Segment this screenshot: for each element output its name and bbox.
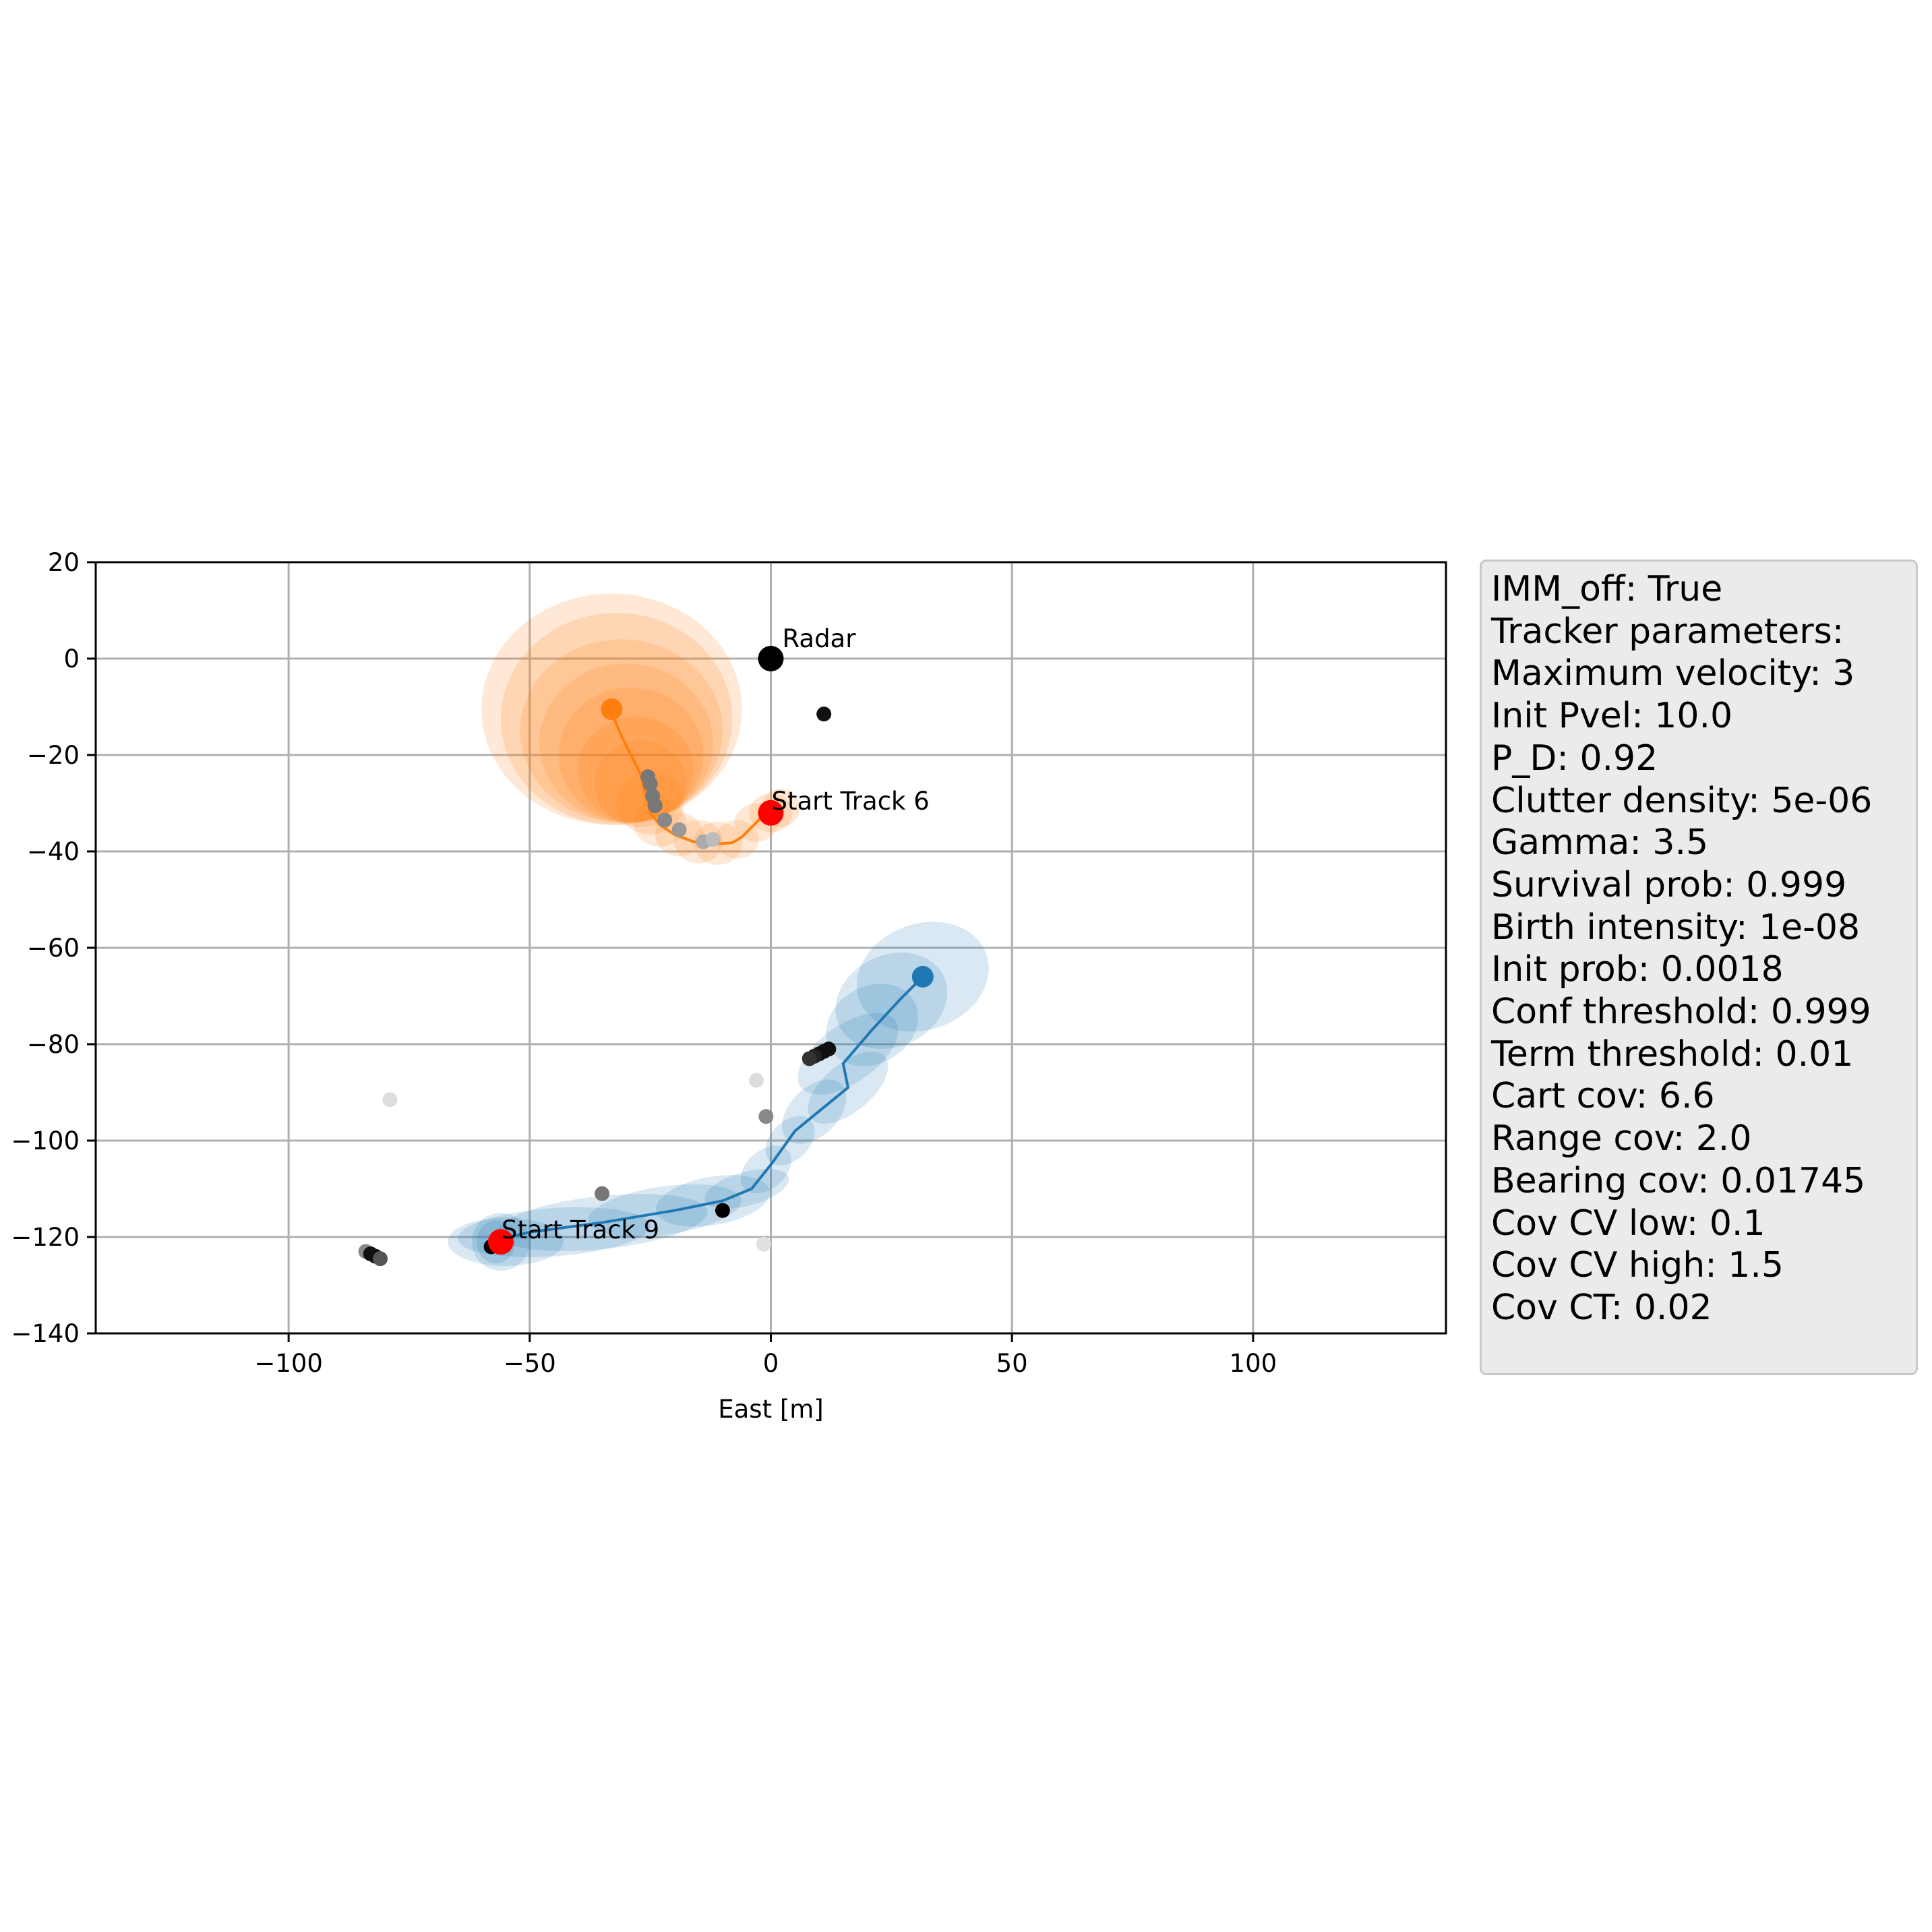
y-tick-label: 20 xyxy=(48,548,80,577)
parameter-line: Gamma: 3.5 xyxy=(1491,822,1709,864)
parameter-line: Term threshold: 0.01 xyxy=(1491,1033,1854,1075)
track-9-covariance-ellipse xyxy=(588,1184,742,1237)
y-tick-label: −20 xyxy=(27,741,80,770)
measurement-point xyxy=(595,1186,610,1201)
parameter-line: Clutter density: 5e-06 xyxy=(1491,780,1873,821)
measurement-point xyxy=(758,1109,774,1124)
grid-lines xyxy=(96,561,1446,1335)
y-tick-label: −80 xyxy=(27,1030,80,1059)
parameter-line: Init Pvel: 10.0 xyxy=(1491,696,1733,737)
y-tick-label: 0 xyxy=(63,644,80,673)
track-6-current-position xyxy=(601,698,623,721)
parameter-line: Cov CT: 0.02 xyxy=(1491,1287,1712,1328)
parameter-line: Bearing cov: 0.01745 xyxy=(1491,1160,1866,1201)
track-6-covariance-ellipse xyxy=(520,639,723,823)
measurements xyxy=(358,706,837,1267)
track-6-start-marker xyxy=(758,799,784,826)
measurement-point xyxy=(756,1236,771,1252)
parameters-legend: IMM_off: True Tracker parameters: Maximum … xyxy=(1480,560,1918,1375)
track-9-path xyxy=(491,975,924,1244)
radar-label: Radar xyxy=(783,624,857,653)
parameter-line: Cart cov: 6.6 xyxy=(1491,1076,1715,1117)
x-tick-label: 100 xyxy=(1230,1349,1277,1378)
axis-ticks: −100 −50 0 50 100 20 0 −20 −40 −60 −80 −100 −120 −140 xyxy=(11,548,1277,1378)
parameter-line: IMM_off: True xyxy=(1491,569,1723,609)
annotations: Start Track 6 Start Track 9 Radar xyxy=(502,624,930,1244)
y-tick-label: −100 xyxy=(11,1126,80,1155)
parameter-line: Range cov: 2.0 xyxy=(1491,1118,1752,1159)
x-tick-label: −50 xyxy=(504,1349,556,1378)
measurement-point xyxy=(671,822,687,837)
track-9-start-marker xyxy=(487,1229,514,1255)
parameter-line: P_D: 0.92 xyxy=(1491,737,1658,779)
radar-marker xyxy=(758,646,784,671)
x-tick-label: 0 xyxy=(763,1349,779,1378)
track-9-covariance-ellipse xyxy=(797,1013,899,1095)
track-9-current-position xyxy=(911,965,934,988)
track-6-path xyxy=(610,708,772,846)
measurement-point xyxy=(373,1251,388,1267)
parameter-line: Cov CV high: 1.5 xyxy=(1491,1245,1784,1286)
y-tick-label: −120 xyxy=(11,1223,80,1252)
measurement-point xyxy=(802,1051,817,1066)
covariance-ellipses xyxy=(448,593,989,1271)
track-9-covariance-ellipse xyxy=(655,1175,771,1227)
parameter-line: Maximum velocity: 3 xyxy=(1491,653,1855,694)
measurement-point xyxy=(647,798,663,814)
track-paths xyxy=(491,708,924,1244)
x-tick-label: −100 xyxy=(254,1349,323,1378)
track-markers xyxy=(487,646,934,1255)
measurement-point xyxy=(705,832,721,847)
parameter-line: Survival prob: 0.999 xyxy=(1491,864,1847,905)
parameter-line: Conf threshold: 0.999 xyxy=(1491,992,1871,1033)
y-tick-label: −60 xyxy=(27,934,80,963)
y-tick-label: −140 xyxy=(11,1319,80,1348)
track-6-covariance-ellipse xyxy=(578,716,694,823)
measurement-point xyxy=(715,1203,730,1218)
parameter-line: Tracker parameters: xyxy=(1491,611,1844,652)
measurement-point xyxy=(749,1073,764,1088)
measurement-point xyxy=(642,776,658,791)
parameter-line: Birth intensity: 1e-08 xyxy=(1491,907,1861,948)
track-6-covariance-ellipse xyxy=(595,740,687,828)
measurement-point xyxy=(382,1092,398,1108)
measurement-point xyxy=(657,812,673,828)
parameter-line: Cov CV low: 0.1 xyxy=(1491,1203,1765,1244)
x-tick-label: 50 xyxy=(996,1349,1028,1378)
parameter-line: Init prob: 0.0018 xyxy=(1491,949,1784,990)
y-tick-label: −40 xyxy=(27,837,80,866)
track-6-start-label: Start Track 6 xyxy=(772,787,930,816)
measurement-point xyxy=(816,706,832,722)
track-9-start-label: Start Track 9 xyxy=(502,1215,659,1244)
x-axis-label: East [m] xyxy=(718,1395,824,1424)
